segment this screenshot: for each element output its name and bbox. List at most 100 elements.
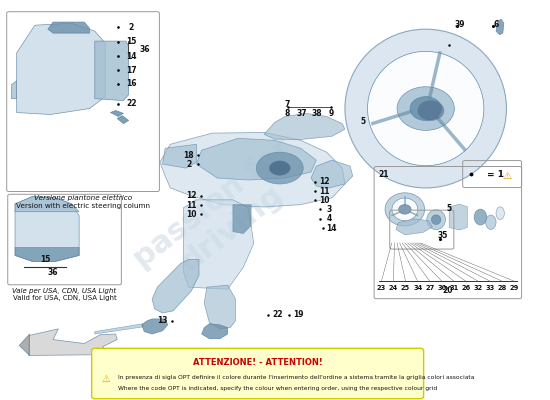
Text: 9: 9	[329, 109, 334, 118]
Text: 10: 10	[186, 210, 196, 219]
Text: 25: 25	[401, 284, 410, 290]
Polygon shape	[160, 132, 345, 207]
Polygon shape	[15, 197, 79, 212]
Text: 21: 21	[379, 170, 389, 178]
Polygon shape	[29, 329, 117, 356]
Text: 2: 2	[186, 160, 191, 169]
Ellipse shape	[397, 87, 454, 130]
Text: 36: 36	[139, 44, 150, 54]
Text: 31: 31	[449, 284, 459, 290]
Polygon shape	[449, 204, 468, 230]
Text: 15: 15	[126, 37, 136, 46]
Polygon shape	[111, 110, 123, 116]
Text: passion for
driving: passion for driving	[129, 133, 316, 298]
Ellipse shape	[431, 215, 441, 224]
Text: 28: 28	[498, 284, 507, 290]
Text: 37: 37	[297, 109, 307, 118]
Text: 14: 14	[126, 52, 136, 61]
Text: 35: 35	[437, 231, 448, 240]
Text: 34: 34	[413, 284, 422, 290]
Ellipse shape	[385, 193, 425, 226]
Polygon shape	[196, 138, 316, 180]
Polygon shape	[48, 22, 90, 33]
Text: 33: 33	[486, 284, 495, 290]
Polygon shape	[15, 197, 79, 261]
Ellipse shape	[345, 29, 507, 188]
Text: 22: 22	[126, 99, 136, 108]
Text: 6: 6	[493, 20, 499, 29]
Text: 8: 8	[285, 109, 290, 118]
Text: 30: 30	[437, 284, 447, 290]
Ellipse shape	[270, 161, 290, 175]
Text: ATTENZIONE! - ATTENTION!: ATTENZIONE! - ATTENTION!	[192, 358, 322, 367]
Ellipse shape	[392, 198, 417, 221]
Text: In presenza di sigla OPT definire il colore durante l'inserimento dell'ordine a : In presenza di sigla OPT definire il col…	[118, 375, 475, 380]
Polygon shape	[117, 116, 129, 124]
Text: ⚠: ⚠	[102, 374, 111, 384]
Text: 36: 36	[48, 268, 58, 276]
Text: 3: 3	[327, 205, 332, 214]
Polygon shape	[202, 324, 228, 339]
Polygon shape	[152, 259, 199, 313]
Text: 12: 12	[186, 191, 196, 200]
Text: Vale per USA, CDN, USA Light: Vale per USA, CDN, USA Light	[13, 288, 117, 294]
Text: 18: 18	[183, 151, 194, 160]
Polygon shape	[19, 334, 30, 356]
FancyBboxPatch shape	[92, 348, 424, 399]
Polygon shape	[233, 205, 251, 234]
Text: 27: 27	[425, 284, 435, 290]
Text: Where the code OPT is indicated, specify the colour when entering order, using t: Where the code OPT is indicated, specify…	[118, 386, 437, 391]
Text: 20: 20	[443, 286, 453, 295]
Polygon shape	[16, 23, 105, 114]
Ellipse shape	[427, 210, 446, 230]
Text: 24: 24	[389, 284, 398, 290]
Ellipse shape	[410, 97, 441, 120]
Text: 26: 26	[461, 284, 471, 290]
Polygon shape	[12, 81, 16, 99]
Text: ⚠: ⚠	[503, 171, 512, 181]
Polygon shape	[95, 324, 143, 334]
Ellipse shape	[496, 207, 504, 220]
Ellipse shape	[474, 209, 487, 225]
Ellipse shape	[399, 205, 411, 214]
Text: 32: 32	[474, 284, 483, 290]
Text: 23: 23	[377, 284, 386, 290]
Text: 4: 4	[327, 214, 332, 223]
Text: 39: 39	[454, 20, 465, 29]
Polygon shape	[183, 200, 254, 289]
Text: 15: 15	[40, 255, 51, 264]
Text: Valid for USA, CDN, USA Light: Valid for USA, CDN, USA Light	[13, 295, 117, 301]
Text: Versione piantone elettrico: Versione piantone elettrico	[34, 195, 132, 201]
Text: 16: 16	[126, 80, 136, 88]
Text: 7: 7	[285, 100, 290, 109]
Text: Version with electric steering column: Version with electric steering column	[16, 204, 150, 210]
Text: 11: 11	[319, 187, 329, 196]
Text: 2: 2	[129, 23, 134, 32]
Polygon shape	[15, 248, 79, 261]
Polygon shape	[396, 219, 432, 235]
Text: 22: 22	[272, 310, 282, 320]
Polygon shape	[496, 19, 504, 35]
Polygon shape	[204, 285, 235, 329]
Ellipse shape	[486, 215, 496, 230]
Polygon shape	[264, 113, 345, 140]
Text: 17: 17	[126, 66, 136, 75]
Text: 14: 14	[327, 224, 337, 233]
Polygon shape	[163, 144, 196, 168]
Text: 5: 5	[447, 204, 452, 213]
Ellipse shape	[367, 52, 484, 166]
Polygon shape	[95, 41, 129, 101]
Polygon shape	[142, 319, 168, 334]
Text: 38: 38	[311, 109, 322, 118]
Text: 13: 13	[157, 316, 168, 326]
Polygon shape	[311, 160, 353, 188]
Ellipse shape	[256, 152, 303, 184]
Text: 29: 29	[510, 284, 519, 290]
Text: 5: 5	[361, 117, 366, 126]
Ellipse shape	[418, 101, 444, 120]
Text: 10: 10	[319, 196, 329, 205]
Text: 11: 11	[186, 200, 196, 210]
Text: 19: 19	[293, 310, 303, 320]
Text: = 1: = 1	[487, 170, 504, 178]
Text: 12: 12	[319, 178, 329, 186]
